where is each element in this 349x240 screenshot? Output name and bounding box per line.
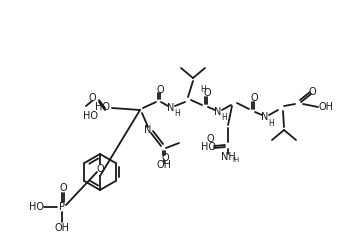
Text: O: O: [59, 183, 67, 193]
Text: O: O: [308, 87, 316, 97]
Text: O: O: [203, 88, 211, 98]
Text: O: O: [206, 134, 214, 144]
Text: H: H: [268, 119, 274, 127]
Text: OH: OH: [156, 160, 171, 170]
Text: H: H: [200, 84, 206, 94]
Text: N: N: [261, 112, 269, 122]
Text: HO: HO: [200, 142, 215, 152]
Text: O: O: [88, 93, 96, 103]
Text: IH: IH: [232, 157, 240, 163]
Text: N: N: [144, 125, 152, 135]
Text: HO: HO: [95, 102, 110, 112]
Text: OH: OH: [54, 223, 69, 233]
Text: O: O: [250, 93, 258, 103]
Text: O: O: [161, 153, 169, 163]
Text: HO: HO: [82, 111, 97, 121]
Text: OH: OH: [319, 102, 334, 112]
Text: O: O: [156, 85, 164, 95]
Text: H: H: [221, 114, 227, 122]
Text: H: H: [174, 109, 180, 119]
Text: N: N: [214, 107, 222, 117]
Text: N: N: [167, 103, 175, 113]
Text: P: P: [59, 202, 65, 212]
Text: O: O: [96, 164, 104, 174]
Text: NH: NH: [221, 152, 235, 162]
Text: HO: HO: [29, 202, 44, 212]
